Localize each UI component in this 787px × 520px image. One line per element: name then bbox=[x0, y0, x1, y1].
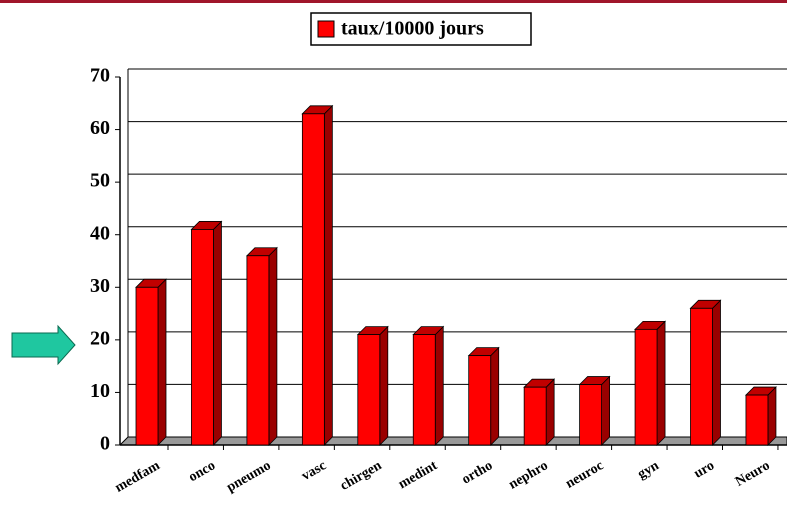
legend-label: taux/10000 jours bbox=[341, 18, 484, 40]
bar bbox=[690, 307, 713, 446]
bar bbox=[745, 394, 769, 446]
top-rule bbox=[0, 0, 787, 3]
arrow bbox=[11, 324, 76, 366]
bar-side bbox=[213, 220, 222, 446]
bar-side bbox=[656, 320, 666, 446]
x-tick-label: chirgen bbox=[338, 458, 385, 494]
y-tick-label: 50 bbox=[90, 170, 110, 192]
bar-side bbox=[490, 346, 500, 446]
y-tick-label: 0 bbox=[100, 433, 110, 455]
bar-side bbox=[601, 375, 610, 446]
x-tick-label: onco bbox=[186, 458, 218, 485]
bar-side bbox=[712, 299, 721, 446]
x-tick-label: pneumo bbox=[224, 458, 273, 495]
x-tick-label: ortho bbox=[460, 458, 496, 487]
x-tick-label: uro bbox=[692, 458, 717, 481]
y-tick-label: 10 bbox=[90, 380, 110, 402]
legend-swatch bbox=[317, 20, 335, 38]
bar bbox=[579, 384, 602, 446]
bar-side bbox=[157, 278, 167, 446]
bar-side bbox=[767, 386, 777, 446]
x-tick-label: nephro bbox=[506, 458, 550, 492]
bar bbox=[634, 328, 658, 446]
bar bbox=[523, 386, 547, 446]
x-tick-label: vasc bbox=[299, 458, 329, 484]
bar bbox=[135, 286, 159, 446]
x-tick-label: medint bbox=[396, 458, 440, 492]
bar-side bbox=[268, 246, 278, 446]
y-tick-label: 20 bbox=[90, 327, 110, 349]
y-tick-label: 40 bbox=[90, 222, 110, 244]
bar bbox=[468, 355, 492, 446]
y-tick-label: 70 bbox=[90, 65, 110, 87]
bar bbox=[246, 255, 270, 446]
bar-side bbox=[545, 378, 555, 446]
x-tick-label: neuroc bbox=[563, 458, 606, 491]
legend-box bbox=[310, 12, 532, 46]
y-tick-label: 60 bbox=[90, 117, 110, 139]
bar-side bbox=[323, 104, 333, 446]
bar bbox=[357, 334, 381, 446]
y-tick-label: 30 bbox=[90, 275, 110, 297]
bar bbox=[412, 334, 436, 446]
bar-side bbox=[379, 325, 389, 446]
bar-side bbox=[434, 325, 444, 446]
x-tick-label: medfam bbox=[113, 458, 163, 496]
bar bbox=[191, 229, 214, 446]
x-tick-label: Neuro bbox=[733, 458, 773, 490]
bar bbox=[301, 113, 325, 446]
x-tick-label: gyn bbox=[635, 458, 662, 482]
